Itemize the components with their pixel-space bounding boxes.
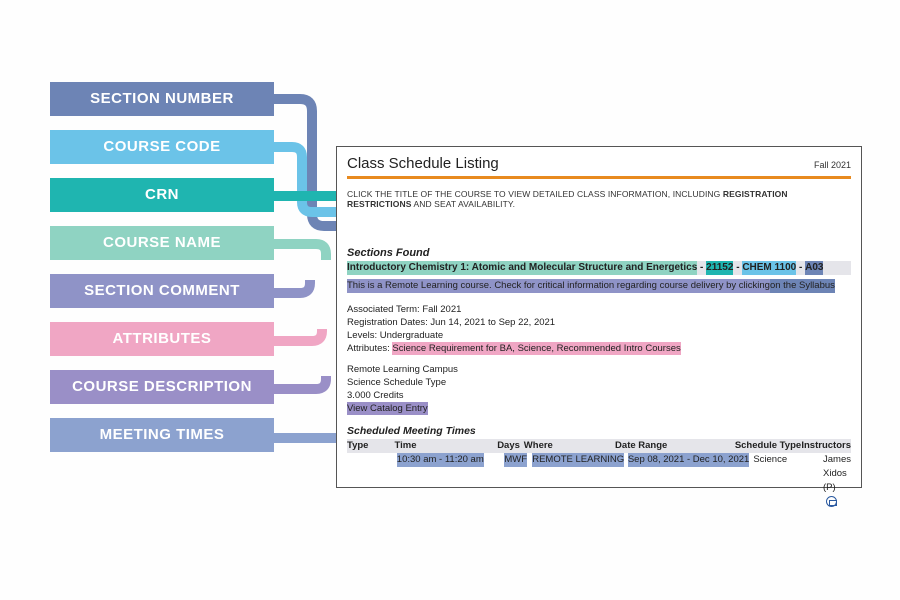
table-row: 10:30 am - 11:20 am MWF REMOTE LEARNING … <box>347 453 851 467</box>
legend-label: COURSE DESCRIPTION <box>50 370 274 404</box>
instruction-text: CLICK THE TITLE OF THE COURSE TO VIEW DE… <box>347 189 851 209</box>
scheduled-meeting-times-heading: Scheduled Meeting Times <box>347 425 851 437</box>
col-time-header: Time <box>395 439 498 453</box>
attributes-label: Attributes: <box>347 343 392 354</box>
legend-label: ATTRIBUTES <box>50 322 274 356</box>
time-highlight: 10:30 am - 11:20 am <box>397 453 484 467</box>
col-type-header: Type <box>347 439 395 453</box>
meeting-times-table: Type Time Days Where Date Range Schedule… <box>347 439 851 467</box>
sep: - <box>733 262 742 273</box>
legend-label: COURSE CODE <box>50 130 274 164</box>
class-schedule-listing-panel: Class Schedule Listing Fall 2021 CLICK T… <box>336 146 862 488</box>
crn-highlight: 21152 <box>706 261 733 275</box>
cell-time: 10:30 am - 11:20 am <box>397 453 505 467</box>
legend-label: COURSE NAME <box>50 226 274 260</box>
cell-stype: Science <box>753 453 823 467</box>
instruction-post: AND SEAT AVAILABILITY. <box>411 199 515 209</box>
legend-label-stack: SECTION NUMBER COURSE CODE CRN COURSE NAME S… <box>50 82 274 466</box>
sep: - <box>796 262 805 273</box>
attributes-line: Attributes: Science Requirement for BA, … <box>347 342 851 355</box>
cell-instr: James Xidos (P) <box>823 453 851 467</box>
associated-term: Associated Term: Fall 2021 <box>347 303 851 316</box>
instruction-pre: CLICK THE TITLE OF THE COURSE TO VIEW DE… <box>347 189 723 199</box>
section-comment-part2: on the Syllabus <box>770 279 835 293</box>
cell-days: MWF <box>504 453 532 467</box>
credits: 3.000 Credits <box>347 389 851 402</box>
course-name-highlight: Introductory Chemistry 1: Atomic and Mol… <box>347 261 697 275</box>
sections-found-heading: Sections Found <box>347 247 851 259</box>
section-number-highlight: A03 <box>805 261 823 275</box>
campus: Remote Learning Campus <box>347 363 851 376</box>
course-code-highlight: CHEM 1100 <box>742 261 796 275</box>
cell-where: REMOTE LEARNING <box>532 453 628 467</box>
panel-term: Fall 2021 <box>814 160 851 170</box>
section-comment-part1: This is a Remote Learning course. Check … <box>347 279 770 293</box>
legend-label: SECTION COMMENT <box>50 274 274 308</box>
col-instr-header: Instructors <box>801 439 851 453</box>
col-days-header: Days <box>497 439 524 453</box>
days-highlight: MWF <box>504 453 527 467</box>
instructor-name: James Xidos (P) <box>823 454 851 493</box>
range-highlight: Sep 08, 2021 - Dec 10, 2021 <box>628 453 749 467</box>
catalog-link-highlight: View Catalog Entry <box>347 402 428 415</box>
cell-range: Sep 08, 2021 - Dec 10, 2021 <box>628 453 753 467</box>
panel-header: Class Schedule Listing Fall 2021 <box>347 155 851 179</box>
levels: Levels: Undergraduate <box>347 329 851 342</box>
section-comment-row: This is a Remote Learning course. Check … <box>347 279 851 293</box>
legend-label: CRN <box>50 178 274 212</box>
legend-label: MEETING TIMES <box>50 418 274 452</box>
where-highlight: REMOTE LEARNING <box>532 453 624 467</box>
legend-label: SECTION NUMBER <box>50 82 274 116</box>
course-title-row[interactable]: Introductory Chemistry 1: Atomic and Mol… <box>347 261 851 275</box>
details-block-1: Associated Term: Fall 2021 Registration … <box>347 303 851 355</box>
panel-title: Class Schedule Listing <box>347 155 499 172</box>
details-block-2: Remote Learning Campus Science Schedule … <box>347 363 851 415</box>
email-icon[interactable] <box>826 496 837 507</box>
catalog-link[interactable]: View Catalog Entry <box>347 402 851 415</box>
col-where-header: Where <box>524 439 615 453</box>
table-header-row: Type Time Days Where Date Range Schedule… <box>347 439 851 453</box>
cell-type <box>347 453 397 467</box>
schedule-type: Science Schedule Type <box>347 376 851 389</box>
registration-dates: Registration Dates: Jun 14, 2021 to Sep … <box>347 316 851 329</box>
col-range-header: Date Range <box>615 439 735 453</box>
sep: - <box>697 262 706 273</box>
attributes-highlight: Science Requirement for BA, Science, Rec… <box>392 342 680 355</box>
col-stype-header: Schedule Type <box>735 439 802 453</box>
